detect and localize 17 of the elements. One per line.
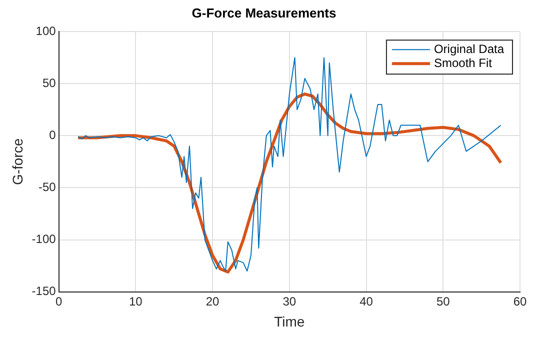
x-tick-label: 30	[282, 294, 296, 308]
y-axis-title: G-force	[9, 138, 26, 186]
legend-label: Smooth Fit	[434, 56, 493, 70]
y-tick-label: -150	[32, 284, 56, 298]
y-tick-label: 50	[42, 76, 56, 90]
x-tick-label: 20	[206, 294, 220, 308]
x-tick-label: 10	[129, 294, 143, 308]
x-tick-label: 40	[360, 294, 374, 308]
x-tick-label: 50	[436, 294, 450, 308]
y-tick-label: 100	[36, 24, 56, 38]
y-tick-label: -50	[38, 180, 56, 194]
chart-title: G-Force Measurements	[192, 5, 336, 20]
y-tick-label: 0	[49, 128, 56, 142]
x-tick-label: 60	[513, 294, 527, 308]
x-axis-title: Time	[274, 313, 305, 330]
y-tick-label: -100	[32, 232, 56, 246]
legend-label: Original Data	[434, 42, 504, 56]
